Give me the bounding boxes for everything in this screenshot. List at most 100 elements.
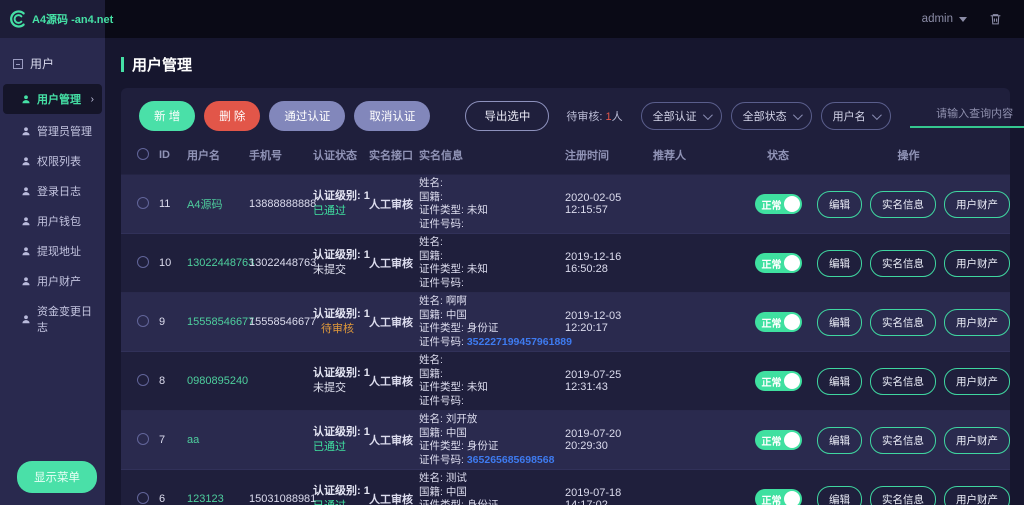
- sidebar-item[interactable]: 资金变更日志: [0, 296, 105, 342]
- export-selected-button[interactable]: 导出选中: [465, 101, 550, 131]
- page-title-text: 用户管理: [132, 57, 193, 74]
- row-action-button[interactable]: 编辑: [817, 308, 862, 336]
- row-select-radio[interactable]: [137, 491, 149, 504]
- cell-id: 11: [159, 198, 171, 210]
- filter-dropdown[interactable]: 全部状态: [730, 102, 812, 130]
- table-row: 8 0980895240 认证级别: 1 未提交 人工审核 姓名: 国籍: 证件…: [121, 352, 1010, 411]
- sidebar-item[interactable]: 登录日志: [0, 176, 105, 206]
- sidebar-item-label: 资金变更日志: [37, 306, 92, 334]
- row-action-button[interactable]: 实名信息: [870, 190, 936, 218]
- cell-status: 正常: [739, 194, 817, 214]
- status-toggle-label: 正常: [761, 318, 782, 330]
- search-input[interactable]: [909, 104, 1024, 123]
- row-action-button[interactable]: 用户财产: [944, 308, 1010, 336]
- status-toggle[interactable]: 正常: [754, 371, 802, 391]
- cell-username[interactable]: A4源码: [187, 199, 223, 211]
- cell-username[interactable]: 123123: [187, 493, 224, 505]
- row-action-button[interactable]: 实名信息: [870, 485, 936, 505]
- row-select-radio[interactable]: [137, 373, 149, 386]
- user-icon: [22, 216, 30, 225]
- row-action-button[interactable]: 用户财产: [944, 367, 1010, 395]
- pending-review-status: 待审核: 1人: [566, 108, 622, 124]
- sidebar-item[interactable]: 用户管理 ›: [3, 84, 102, 114]
- cell-auth-status: 认证级别: 1 已通过: [313, 484, 370, 505]
- cell-realname-info: 姓名: 国籍: 证件类型: 未知 证件号码:: [419, 236, 488, 289]
- cell-realname-info: 姓名: 测试 国籍: 中国 证件类型: 身份证 证件号码: 1310422198…: [419, 472, 499, 505]
- auth-state: 已通过: [313, 205, 346, 217]
- filter-dropdown[interactable]: 用户名: [820, 102, 891, 130]
- row-action-button[interactable]: 编辑: [817, 426, 862, 454]
- title-accent-bar: [121, 57, 124, 72]
- cell-id: 9: [159, 316, 166, 328]
- row-action-button[interactable]: 实名信息: [870, 426, 936, 454]
- filter-dropdown[interactable]: 全部认证: [640, 102, 722, 130]
- toggle-knob: [783, 491, 800, 505]
- cell-phone: 15558546677: [249, 316, 317, 328]
- cell-phone: 13022448763: [249, 257, 317, 269]
- chevron-down-icon: [871, 109, 882, 120]
- sidebar-group-label: 用户: [30, 57, 55, 71]
- row-action-button[interactable]: 用户财产: [944, 426, 1010, 454]
- status-toggle[interactable]: 正常: [754, 489, 802, 505]
- cell-actions: 编辑 实名信息 用户财产: [817, 249, 1016, 277]
- sidebar-item-label: 用户财产: [37, 276, 81, 288]
- sidebar-item[interactable]: 用户钱包: [0, 206, 105, 236]
- col-header-api: 实名接口: [369, 150, 413, 162]
- sidebar-item[interactable]: 权限列表: [0, 146, 105, 176]
- cell-auth-status: 认证级别: 1 待审核: [313, 307, 370, 337]
- row-action-button[interactable]: 编辑: [817, 249, 862, 277]
- show-menu-button[interactable]: 显示菜单: [17, 461, 97, 493]
- row-select-radio[interactable]: [137, 196, 149, 209]
- row-action-button[interactable]: 编辑: [817, 367, 862, 395]
- admin-menu[interactable]: admin: [922, 13, 967, 25]
- status-toggle[interactable]: 正常: [754, 430, 802, 450]
- row-action-button[interactable]: 实名信息: [870, 249, 936, 277]
- cell-reg-time: 2019-07-20 20:29:30: [565, 428, 622, 452]
- add-button[interactable]: 新 增: [139, 101, 196, 131]
- cell-realname-api: 人工审核: [369, 435, 413, 447]
- table-body: 11 A4源码 13888888888 认证级别: 1 已通过 人工审核 姓名:…: [121, 175, 1010, 505]
- status-toggle[interactable]: 正常: [754, 312, 802, 332]
- cell-status: 正常: [739, 253, 817, 273]
- sidebar-item[interactable]: 用户财产: [0, 266, 105, 296]
- delete-button[interactable]: 删 除: [204, 101, 261, 131]
- sidebar-item-label: 用户钱包: [37, 216, 81, 228]
- cell-realname-api: 人工审核: [369, 258, 413, 270]
- cancel-auth-button[interactable]: 取消认证: [354, 101, 431, 131]
- logo-text: A4源码 -an4.net: [32, 14, 114, 26]
- cell-realname-api: 人工审核: [369, 376, 413, 388]
- row-action-button[interactable]: 编辑: [817, 190, 862, 218]
- auth-level: 认证级别: 1: [313, 367, 370, 379]
- cell-realname-api: 人工审核: [369, 494, 413, 505]
- row-action-button[interactable]: 实名信息: [870, 367, 936, 395]
- cell-username[interactable]: 0980895240: [187, 375, 249, 387]
- trash-icon[interactable]: [989, 12, 1002, 26]
- cell-username[interactable]: 13022448763: [187, 257, 255, 269]
- row-select-radio[interactable]: [137, 432, 149, 445]
- row-action-button[interactable]: 用户财产: [944, 249, 1010, 277]
- search-box: [909, 104, 1024, 128]
- user-icon: [22, 276, 30, 285]
- select-all-radio[interactable]: [137, 147, 149, 160]
- table-row: 7 aa 认证级别: 1 已通过 人工审核 姓名: 刘开放 国籍: 中国 证件类…: [121, 411, 1010, 470]
- sidebar-item-label: 权限列表: [37, 156, 81, 168]
- row-action-button[interactable]: 编辑: [817, 485, 862, 505]
- row-action-button[interactable]: 用户财产: [944, 190, 1010, 218]
- sidebar-item[interactable]: 提现地址: [0, 236, 105, 266]
- row-action-button[interactable]: 用户财产: [944, 485, 1010, 505]
- cell-username[interactable]: 15558546677: [187, 316, 255, 328]
- sidebar-group-users[interactable]: 用户: [0, 38, 105, 84]
- approve-auth-button[interactable]: 通过认证: [269, 101, 346, 131]
- cell-username[interactable]: aa: [187, 434, 200, 446]
- auth-state: 已通过: [313, 441, 346, 453]
- toggle-knob: [783, 314, 800, 330]
- cell-status: 正常: [739, 489, 817, 505]
- status-toggle[interactable]: 正常: [754, 194, 802, 214]
- logo: A4源码 -an4.net: [0, 0, 113, 38]
- row-action-button[interactable]: 实名信息: [870, 308, 936, 336]
- row-select-radio[interactable]: [137, 314, 149, 327]
- row-select-radio[interactable]: [137, 255, 149, 268]
- status-toggle[interactable]: 正常: [754, 253, 802, 273]
- sidebar-item[interactable]: 管理员管理: [0, 116, 105, 146]
- cell-id: 10: [159, 257, 172, 269]
